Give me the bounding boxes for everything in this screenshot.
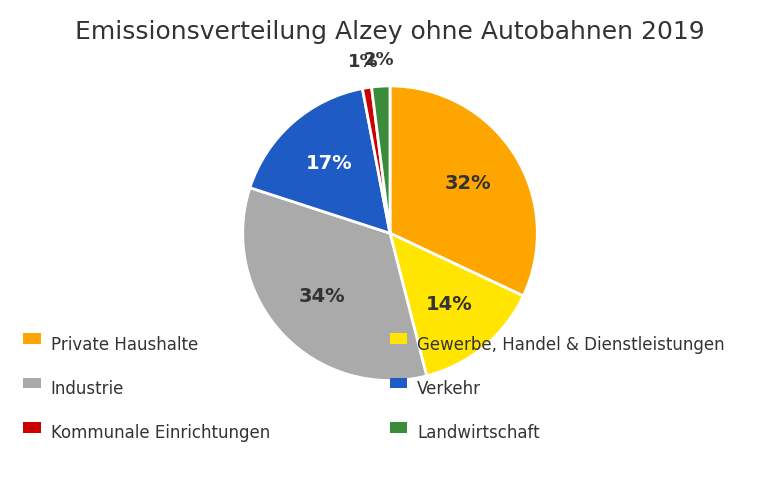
Wedge shape (363, 87, 390, 233)
Text: 14%: 14% (426, 295, 473, 314)
Text: Gewerbe, Handel & Dienstleistungen: Gewerbe, Handel & Dienstleistungen (417, 336, 725, 354)
Text: Kommunale Einrichtungen: Kommunale Einrichtungen (51, 424, 270, 442)
Text: 17%: 17% (305, 154, 352, 173)
Text: 32%: 32% (445, 174, 491, 193)
Text: 34%: 34% (299, 287, 346, 306)
Wedge shape (390, 86, 537, 296)
Wedge shape (390, 233, 523, 376)
Text: Verkehr: Verkehr (417, 380, 481, 398)
Text: Industrie: Industrie (51, 380, 124, 398)
Wedge shape (250, 88, 390, 233)
Text: Landwirtschaft: Landwirtschaft (417, 424, 540, 442)
Wedge shape (371, 86, 390, 233)
Text: 2%: 2% (363, 51, 395, 69)
Text: 1%: 1% (348, 53, 378, 71)
Text: Emissionsverteilung Alzey ohne Autobahnen 2019: Emissionsverteilung Alzey ohne Autobahne… (75, 20, 705, 44)
Wedge shape (243, 188, 427, 381)
Text: Private Haushalte: Private Haushalte (51, 336, 198, 354)
